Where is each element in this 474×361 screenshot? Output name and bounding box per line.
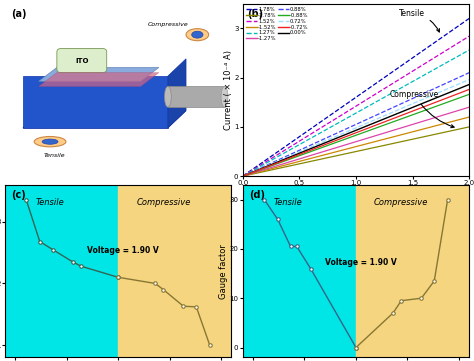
FancyBboxPatch shape (57, 48, 107, 73)
Polygon shape (168, 86, 225, 107)
Bar (356, 185, 469, 357)
Text: Compressive: Compressive (147, 22, 188, 27)
Bar (118, 185, 231, 357)
Ellipse shape (191, 31, 203, 38)
Polygon shape (39, 73, 159, 86)
Text: (c): (c) (11, 190, 26, 200)
X-axis label: Voltage (V): Voltage (V) (333, 188, 379, 197)
Bar (243, 185, 356, 357)
Polygon shape (23, 76, 168, 128)
Y-axis label: Gauge factor: Gauge factor (219, 244, 228, 299)
Y-axis label: Current ( × 10⁻⁴ A): Current ( × 10⁻⁴ A) (224, 50, 233, 130)
Text: Tensile: Tensile (399, 9, 439, 32)
Legend: 1.78%, -1.78%, 1.52%, -1.52%, 1.27%, -1.27%, 0.88%, -0.88%, 0.72%, -0.72%, 0.00%: 1.78%, -1.78%, 1.52%, -1.52%, 1.27%, -1.… (246, 6, 309, 42)
Text: Tensile: Tensile (44, 153, 65, 158)
Ellipse shape (186, 29, 209, 41)
Ellipse shape (34, 136, 66, 147)
Text: Compressive: Compressive (136, 197, 191, 206)
Text: Compressive: Compressive (390, 90, 454, 128)
Text: ITO: ITO (75, 57, 89, 64)
Text: Tensile: Tensile (36, 197, 64, 206)
Ellipse shape (164, 86, 171, 107)
Text: (a): (a) (11, 9, 27, 19)
Text: (b): (b) (247, 9, 264, 19)
Text: Voltage = 1.90 V: Voltage = 1.90 V (325, 258, 396, 267)
Polygon shape (23, 110, 186, 128)
Text: Compressive: Compressive (374, 197, 428, 206)
Text: (d): (d) (249, 190, 265, 200)
Ellipse shape (42, 139, 58, 144)
Bar (5, 185, 118, 357)
Text: Voltage = 1.90 V: Voltage = 1.90 V (87, 246, 158, 255)
Text: Tensile: Tensile (273, 197, 302, 206)
Polygon shape (168, 59, 186, 128)
Polygon shape (39, 68, 159, 81)
Ellipse shape (221, 86, 228, 107)
